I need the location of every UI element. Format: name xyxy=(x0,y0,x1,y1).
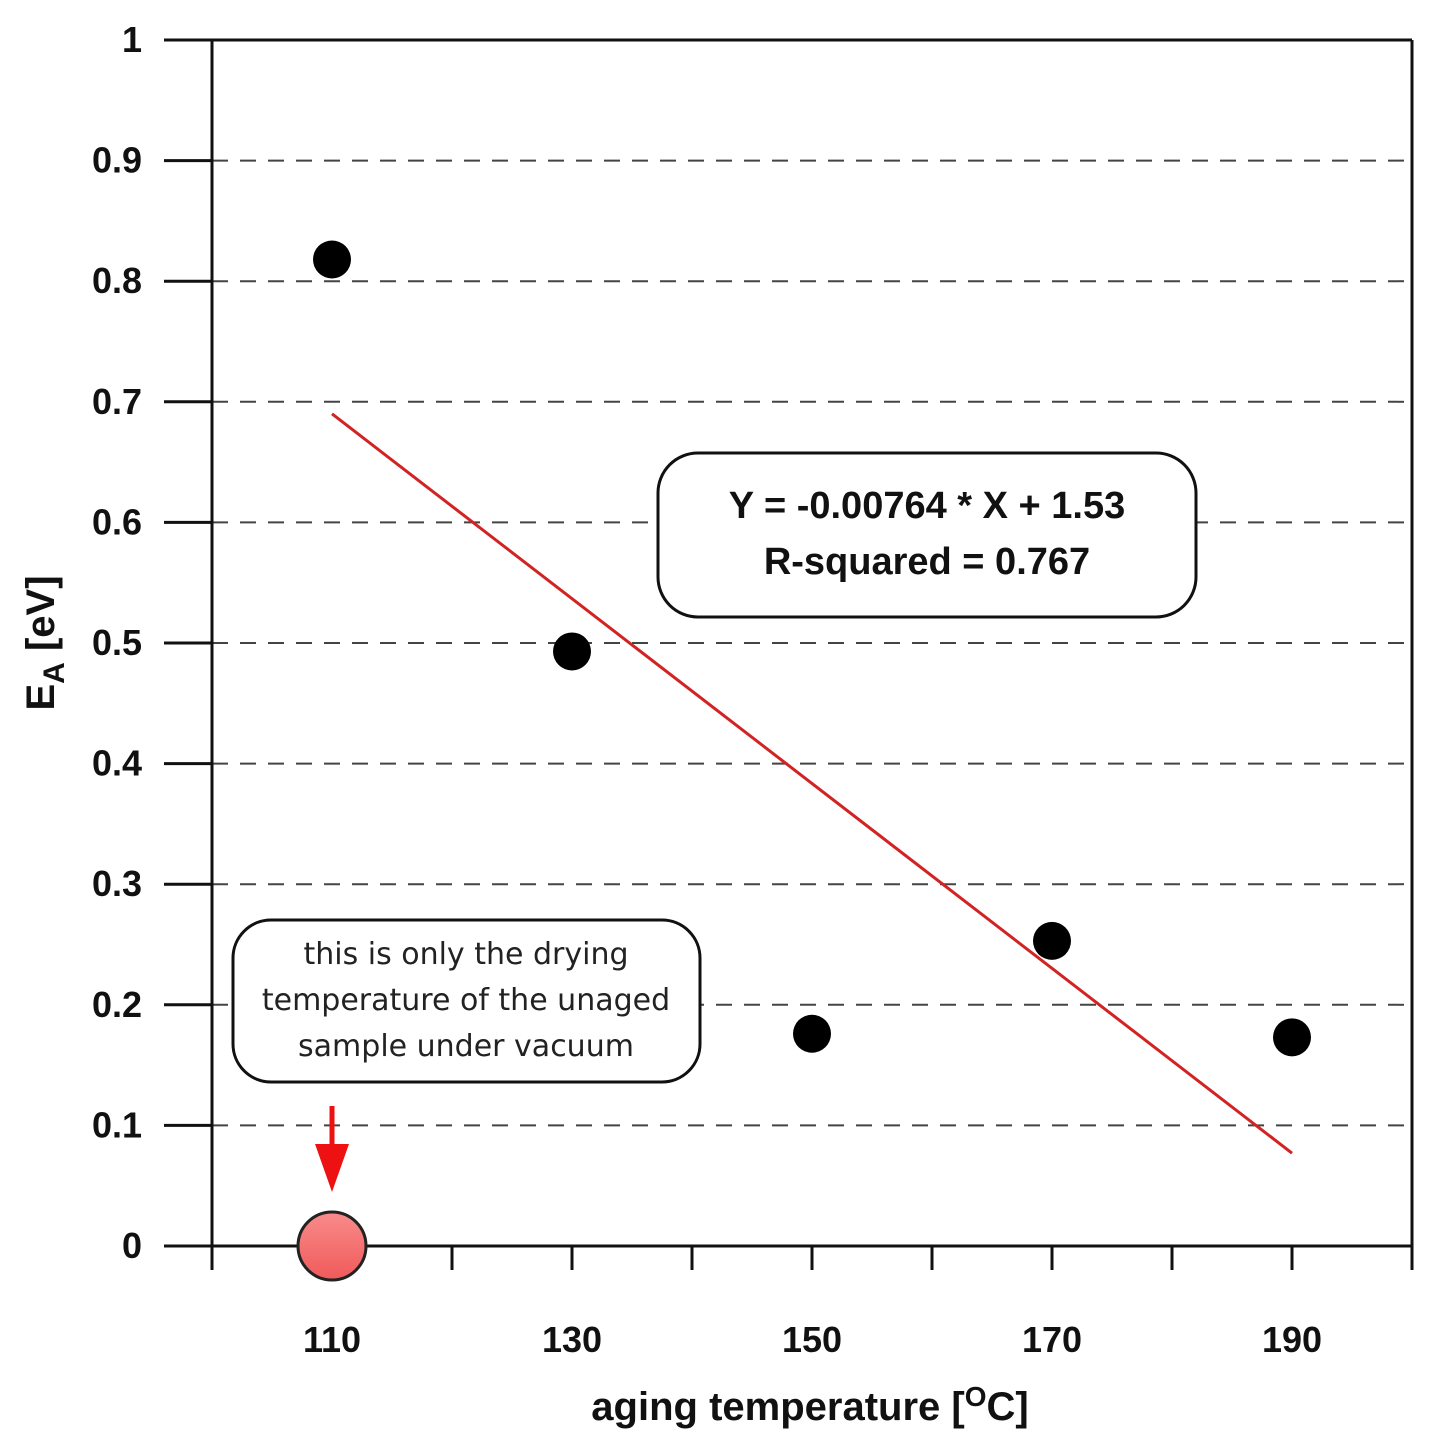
y-tick-label: 0.7 xyxy=(92,381,142,422)
annotation-box: this is only the drying temperature of t… xyxy=(231,918,702,1084)
x-axis-title-end: C] xyxy=(986,1385,1028,1429)
annotation-box-border xyxy=(231,918,702,1084)
x-tick-label: 190 xyxy=(1262,1319,1322,1360)
arrow-head xyxy=(315,1144,349,1192)
y-tick-label: 0.5 xyxy=(92,622,142,663)
y-axis-title-group: EA [eV] xyxy=(19,575,71,710)
annotation-arrow xyxy=(315,1106,349,1192)
y-tick-label: 0.1 xyxy=(92,1104,142,1145)
y-tick-label: 0.9 xyxy=(92,140,142,181)
y-axis-title-main: E xyxy=(19,684,63,711)
equation-box: Y = -0.00764 * X + 1.53 R-squared = 0.76… xyxy=(656,451,1198,619)
x-tick-label: 110 xyxy=(303,1319,361,1360)
x-tick-label: 170 xyxy=(1022,1319,1082,1360)
x-axis-title-main: aging temperature [ xyxy=(591,1385,964,1429)
special-point xyxy=(296,1210,368,1282)
axes xyxy=(164,38,1414,1270)
y-axis-title-end: [eV] xyxy=(19,575,63,662)
y-axis-title-subscript: A xyxy=(38,662,71,684)
y-tick-labels: 0 0.1 0.2 0.3 0.4 0.5 0.6 0.7 0.8 0.9 1 xyxy=(92,19,142,1266)
x-axis-title: aging temperature [OC] xyxy=(591,1381,1028,1429)
data-point xyxy=(313,240,351,279)
y-tick-label: 0.3 xyxy=(92,863,142,904)
y-tick-label: 0 xyxy=(122,1225,142,1266)
fit-line xyxy=(331,412,1293,1155)
y-tick-label: 1 xyxy=(122,19,142,60)
equation-box-border xyxy=(656,451,1198,619)
y-tick-label: 0.4 xyxy=(92,743,142,784)
r-squared-text: R-squared = 0.767 xyxy=(764,541,1090,583)
y-axis-title: EA [eV] xyxy=(19,575,71,710)
annotation-line-3: sample under vacuum xyxy=(298,1029,634,1064)
y-tick-label: 0.2 xyxy=(92,984,142,1025)
equation-text: Y = -0.00764 * X + 1.53 xyxy=(729,485,1126,527)
data-point xyxy=(553,632,591,671)
data-point xyxy=(1273,1018,1311,1057)
x-tick-label: 130 xyxy=(542,1319,602,1360)
data-points xyxy=(313,240,1311,1057)
data-point xyxy=(1033,921,1071,960)
y-tick-label: 0.8 xyxy=(92,260,142,301)
x-tick-label: 150 xyxy=(782,1319,842,1360)
x-axis-title-superscript: O xyxy=(965,1381,987,1412)
annotation-line-2: temperature of the unaged xyxy=(262,983,670,1018)
x-tick-labels: 110 130 150 170 190 xyxy=(303,1319,1322,1360)
y-tick-label: 0.6 xyxy=(92,501,142,542)
data-point xyxy=(793,1014,831,1053)
annotation-line-1: this is only the drying xyxy=(303,937,628,972)
